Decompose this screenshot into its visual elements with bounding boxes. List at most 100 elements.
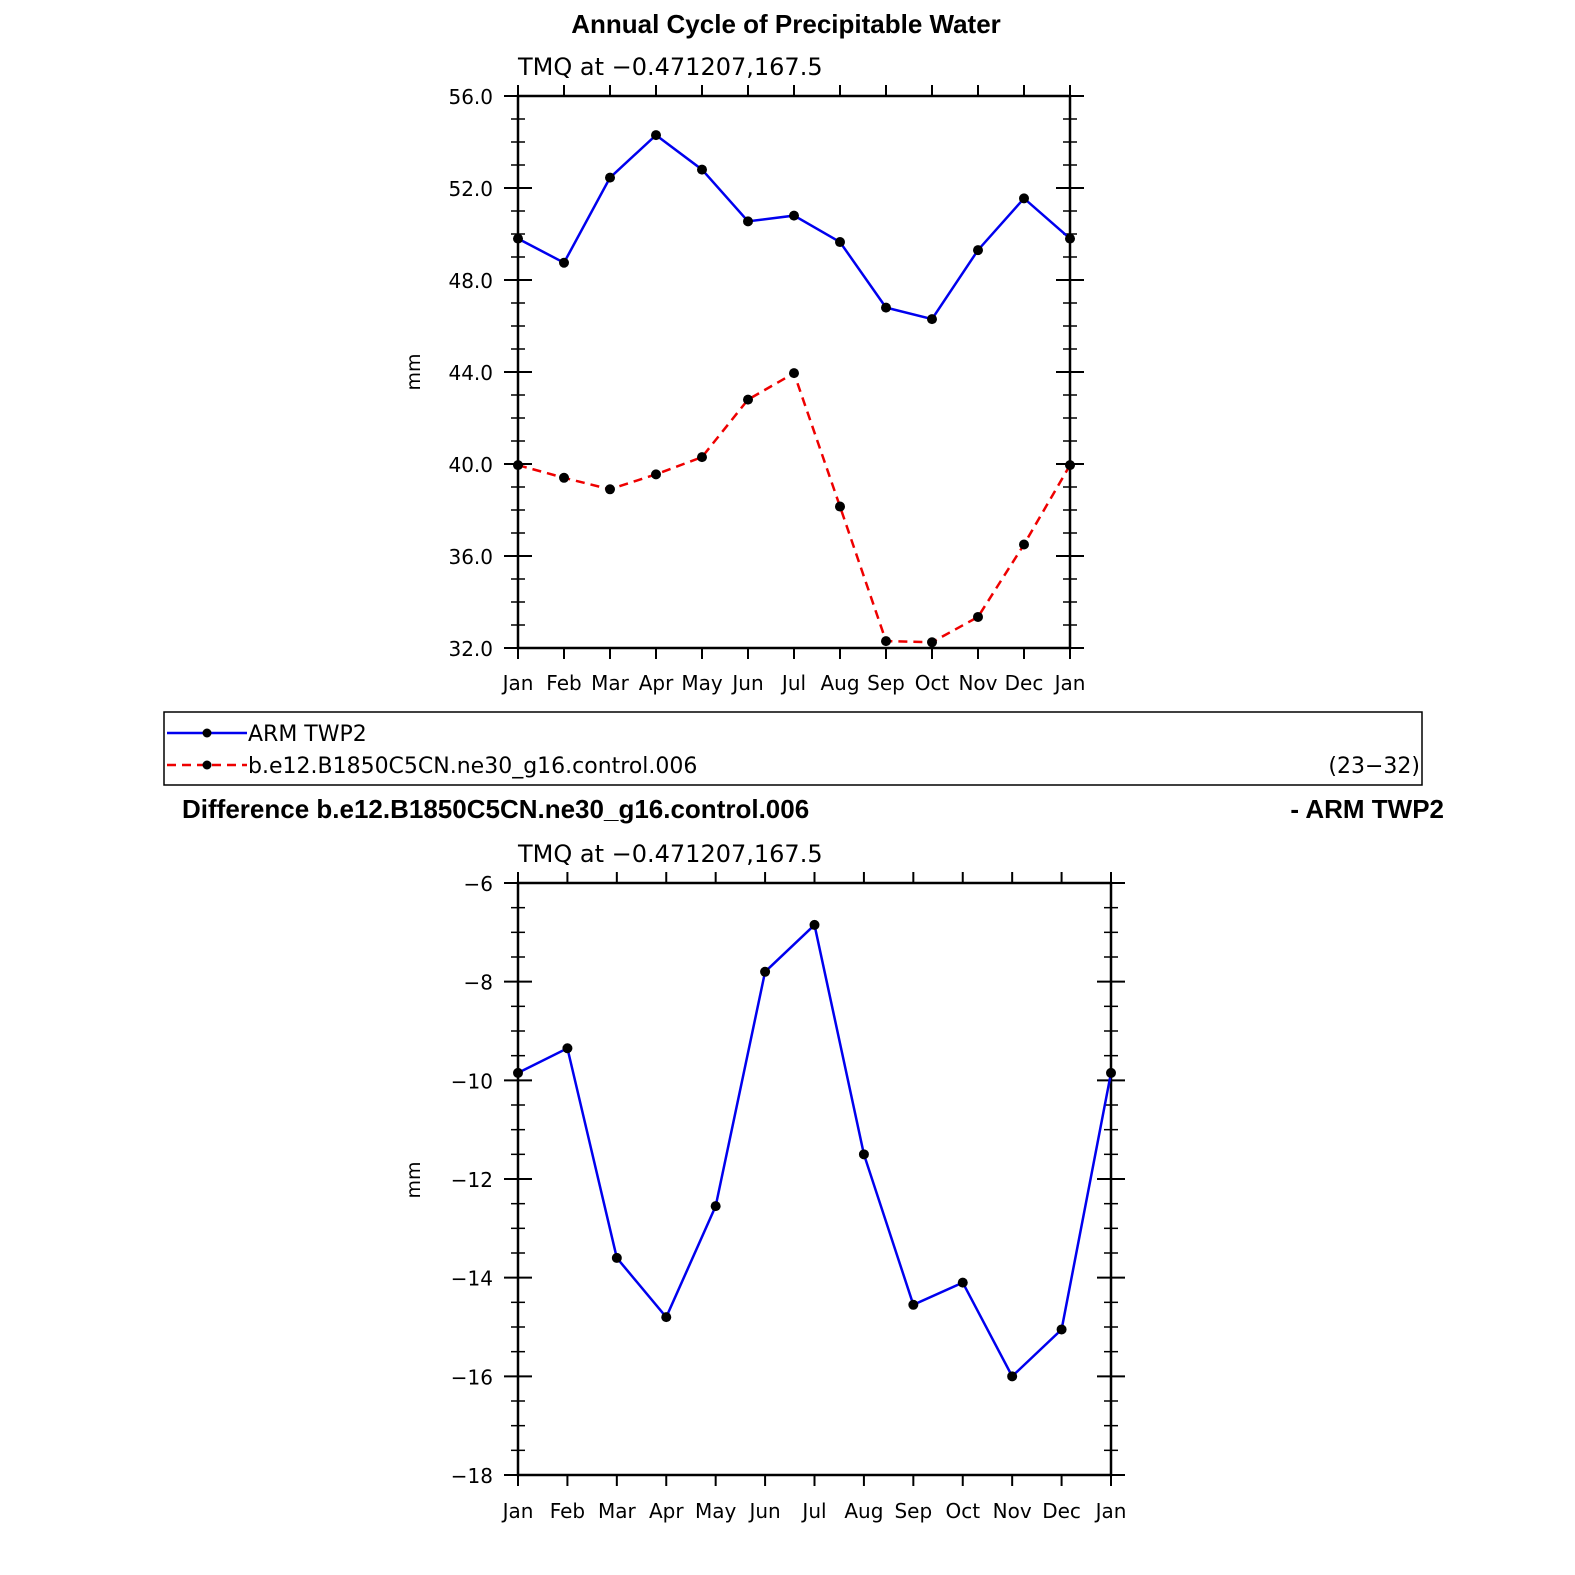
axis-ticks [504, 872, 1125, 1486]
x-tick-label: Jan [501, 1499, 534, 1523]
y-tick-label: −18 [451, 1464, 493, 1488]
x-tick-label: Aug [820, 671, 859, 695]
chart-subtitle: TMQ at −0.471207,167.5 [517, 53, 823, 81]
x-tick-label: Sep [894, 1499, 932, 1523]
data-point [957, 1277, 968, 1288]
chart-title-right: - ARM TWP2 [1290, 794, 1444, 824]
data-point [743, 394, 753, 405]
x-tick-label: Oct [945, 1499, 980, 1523]
data-point [697, 164, 707, 175]
y-tick-label: 52.0 [448, 177, 493, 201]
chart-title-left: Difference b.e12.B1850C5CN.ne30_g16.cont… [182, 794, 809, 824]
data-point [858, 1149, 869, 1160]
y-axis-label: mm [403, 353, 425, 390]
x-tick-label: Oct [915, 671, 950, 695]
data-point [973, 245, 983, 256]
x-tick-label: Jan [1094, 1499, 1127, 1523]
y-tick-label: 56.0 [448, 85, 493, 109]
x-tick-label: Apr [639, 671, 674, 695]
chart-top: Annual Cycle of Precipitable Water TMQ a… [403, 9, 1085, 695]
x-tick-label: Mar [591, 671, 630, 695]
data-point [611, 1252, 622, 1263]
x-tick-label: Jun [730, 671, 763, 695]
plot-frame [516, 881, 1113, 1477]
x-tick-label: Nov [993, 1499, 1032, 1523]
x-tick-label: Aug [844, 1499, 883, 1523]
y-tick-labels: −18 −16 −14 −12 −10 −8 −6 [451, 872, 493, 1488]
y-tick-label: 48.0 [448, 269, 493, 293]
data-point [1106, 1067, 1116, 1078]
x-tick-label: Dec [1005, 671, 1044, 695]
data-point [789, 368, 799, 379]
data-point [760, 966, 771, 977]
x-tick-label: Dec [1042, 1499, 1081, 1523]
data-point [881, 302, 891, 313]
legend-marker-arm [202, 728, 212, 738]
x-tick-label: Feb [550, 1499, 585, 1523]
y-tick-label: −14 [451, 1267, 493, 1291]
data-point [835, 501, 845, 512]
y-tick-label: 36.0 [448, 545, 493, 569]
data-point [835, 237, 845, 248]
chart-title: Annual Cycle of Precipitable Water [571, 9, 1001, 39]
chart-bottom: Difference b.e12.B1850C5CN.ne30_g16.cont… [182, 794, 1444, 1523]
data-point [710, 1201, 721, 1212]
series-group [513, 919, 1116, 1382]
data-point [559, 257, 569, 268]
x-tick-label: Jun [747, 1499, 780, 1523]
data-point [605, 172, 615, 183]
data-point [605, 484, 615, 495]
legend-label-arm: ARM TWP2 [248, 722, 367, 747]
data-point [697, 452, 707, 463]
data-point [973, 611, 983, 622]
x-tick-label: Jan [501, 671, 534, 695]
data-point [789, 210, 799, 221]
x-tick-label: Mar [598, 1499, 637, 1523]
y-tick-label: −6 [464, 872, 493, 896]
data-point [743, 216, 753, 227]
data-point [513, 460, 523, 471]
legend-frame [163, 711, 1423, 786]
data-point [1065, 460, 1075, 471]
data-point [927, 314, 937, 325]
data-point [513, 233, 523, 244]
y-tick-label: −12 [451, 1168, 493, 1192]
x-tick-label: May [695, 1499, 737, 1523]
y-tick-label: 44.0 [448, 361, 493, 385]
x-tick-label: Jan [1053, 671, 1086, 695]
x-tick-label: Sep [867, 671, 905, 695]
data-point [908, 1299, 919, 1310]
data-point [559, 472, 569, 483]
series-line [517, 371, 1072, 644]
legend: ARM TWP2 b.e12.B1850C5CN.ne30_g16.contro… [163, 711, 1423, 786]
x-tick-label: May [681, 671, 723, 695]
chart-subtitle: TMQ at −0.471207,167.5 [517, 840, 823, 868]
data-point [513, 1067, 523, 1078]
y-tick-labels: 32.0 36.0 40.0 44.0 48.0 52.0 56.0 [448, 85, 493, 661]
y-tick-label: −16 [451, 1365, 493, 1389]
data-point [1007, 1371, 1018, 1382]
y-tick-label: −10 [451, 1069, 493, 1093]
x-tick-label: Jul [800, 1499, 826, 1523]
legend-marker-model [202, 760, 212, 770]
data-point [881, 636, 891, 647]
series-line [517, 922, 1113, 1379]
x-tick-label: Feb [546, 671, 581, 695]
series-line [517, 133, 1071, 321]
x-tick-label: Nov [958, 671, 997, 695]
legend-note: (23−32) [1328, 754, 1420, 779]
data-point [651, 469, 661, 480]
data-point [927, 637, 937, 648]
data-point [1019, 193, 1029, 204]
x-tick-labels: Jan Feb Mar Apr May Jun Jul Aug Sep Oct Nov Dec Jan [501, 671, 1086, 695]
data-point [1056, 1324, 1067, 1335]
legend-label-model: b.e12.B1850C5CN.ne30_g16.control.006 [248, 754, 697, 779]
data-point [651, 130, 661, 141]
series-group [513, 130, 1075, 648]
data-point [809, 919, 820, 930]
x-tick-label: Jul [780, 671, 806, 695]
data-point [562, 1043, 573, 1054]
y-tick-label: 32.0 [448, 637, 493, 661]
x-tick-label: Apr [649, 1499, 684, 1523]
